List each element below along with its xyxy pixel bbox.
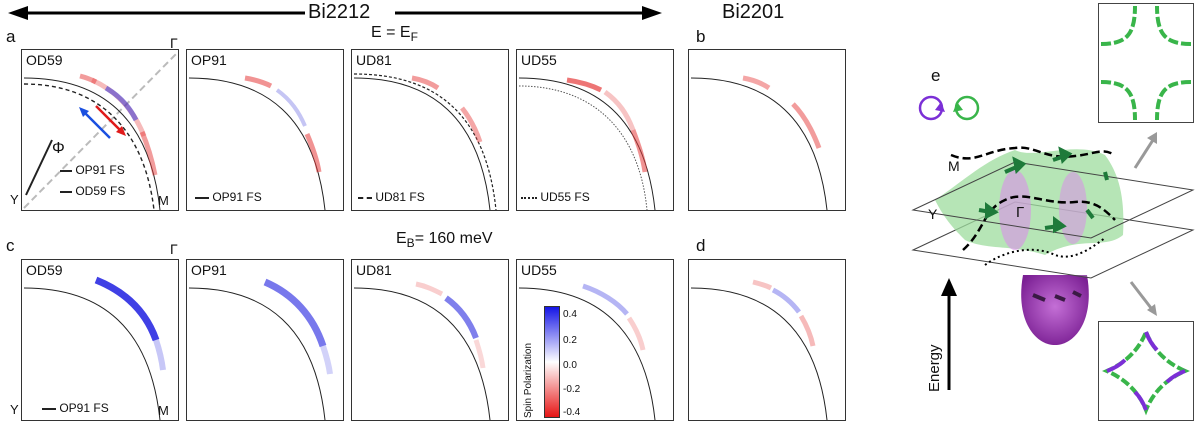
colorbar-tick: 0.4 [563,309,577,320]
m-point-label: M [158,193,169,208]
colorbar-tick: -0.2 [563,384,581,395]
fermi-surface-plot [23,51,178,210]
gamma-point-label: Γ [1016,204,1025,221]
spin-texture-schematic [911,95,1195,390]
y-point-label: Y [10,402,19,417]
panel-letter-c: c [6,236,15,255]
panel-letter-e: e [931,66,941,85]
gamma-point-label: Γ [170,241,178,257]
panel-letter-a: a [6,27,16,46]
panel-row1-bi2201 [688,49,846,211]
m-point-label: M [948,158,960,174]
fermi-surface-plot [353,73,497,210]
panel-row1-ud55: UD55 UD55 FS [516,49,674,211]
panel-label: OD59 [26,52,63,68]
panel-letter-b: b [696,27,706,46]
panel-label: UD55 [521,52,557,68]
spin-polarization-plot [188,278,333,420]
panel-row2-ud81: UD81 [351,259,509,421]
y-point-label: Y [10,192,19,207]
panel-row1-od59: OD59 Φ Y M OP91 FS OD59 FS [10,49,179,211]
panel-label: OP91 [191,262,227,278]
bi2212-span-arrow [8,6,662,20]
bi2201-title: Bi2201 [722,1,785,23]
fermi-arc-diagram [1100,5,1192,121]
panel-label: UD81 [356,262,392,278]
spin-polarization-plot [690,279,828,420]
inset-fermi-surface-bottom [1098,321,1194,421]
inset-fermi-surface-top [1098,3,1194,123]
fermi-surface-plot [690,75,828,210]
energy-label-ef: E = EF [371,24,418,45]
fermi-surface-plot [188,75,326,210]
panel-row1-ud81: UD81 UD81 FS [351,49,509,211]
panel-label: UD55 [521,262,557,278]
legend-op91: OP91 FS [42,401,109,415]
spin-polarization-plot [353,281,491,420]
colorbar-tick: 0.0 [563,360,577,371]
energy-label-eb: EB= 160 meV [396,230,493,251]
legend-ud81: UD81 FS [358,190,425,204]
m-point-label: M [158,403,169,418]
panel-row2-bi2201 [688,259,846,421]
legend-od59: OD59 FS [60,184,125,198]
panel-letter-d: d [696,236,706,255]
fermi-surface-plot [518,77,656,210]
colorbar-tick: 0.2 [563,335,577,346]
colorbar-tick: -0.4 [563,407,581,418]
legend-op91: OP91 FS [195,190,262,204]
legend-op91: OP91 FS [60,163,125,177]
phi-symbol: Φ [52,140,65,157]
panel-label: OP91 [191,52,227,68]
colorbar [544,306,560,418]
panel-row1-op91: OP91 OP91 FS [186,49,344,211]
panel-row2-od59: OD59 Y M OP91 FS [10,259,179,421]
y-point-label: Y [928,206,938,222]
gamma-point-label: Γ [170,35,178,51]
spin-polarization-plot [23,276,166,420]
colorbar-label: Spin Polarization [523,342,534,418]
bi2212-title: Bi2212 [308,1,371,23]
panel-row2-ud55: UD55 Spin Polarization 0.4 0.2 0.0 -0.2 … [516,259,674,421]
panel-label: OD59 [26,262,63,278]
panel-label: UD81 [356,52,392,68]
legend-ud55: UD55 FS [521,190,590,204]
energy-axis-label: Energy [926,344,943,392]
spin-polarization-plot [518,283,656,420]
panel-row2-op91: OP91 [186,259,344,421]
fermi-pocket-diagram [1102,326,1190,416]
